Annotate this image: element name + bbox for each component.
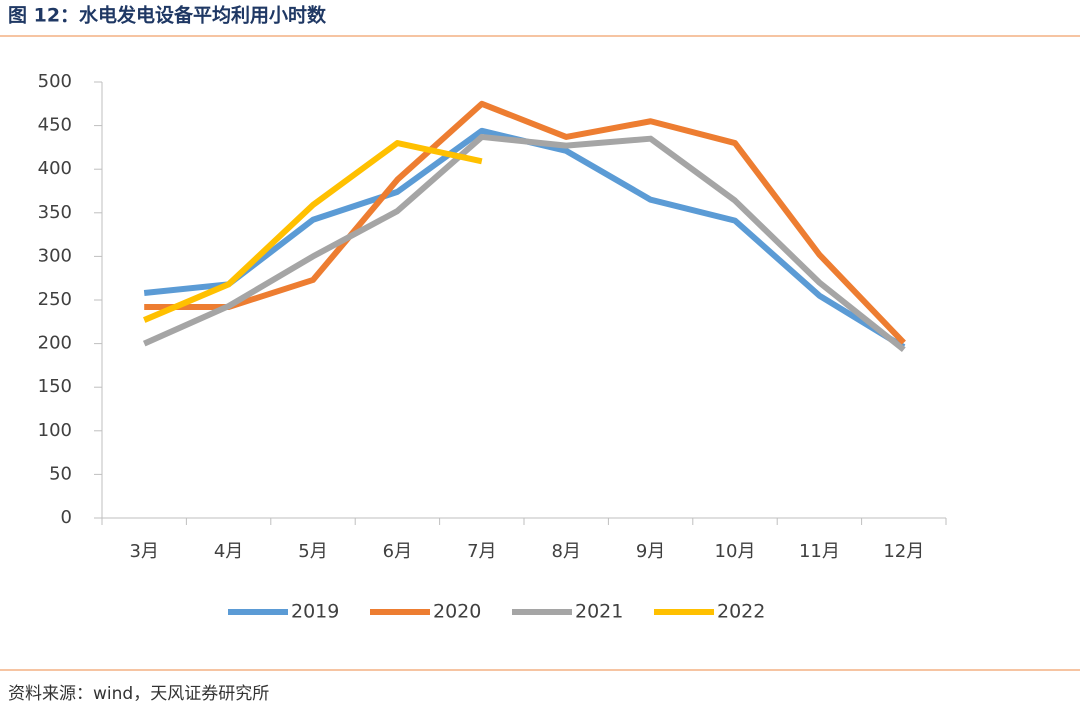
legend-label: 2020	[433, 601, 481, 623]
y-tick-label: 50	[49, 463, 72, 484]
y-tick-label: 500	[38, 71, 72, 92]
chart-title: 图 12：水电发电设备平均利用小时数	[8, 4, 327, 27]
series-line	[143, 140, 483, 323]
x-tick-label: 5月	[298, 541, 327, 562]
x-tick-label: 11月	[799, 541, 840, 562]
series-line	[142, 133, 906, 353]
series-line	[143, 127, 906, 350]
y-tick-label: 250	[38, 289, 72, 310]
y-tick-label: 150	[38, 376, 72, 397]
y-tick-label: 200	[38, 333, 72, 354]
y-tick-label: 0	[61, 507, 72, 528]
x-tick-label: 4月	[214, 541, 243, 562]
y-tick-label: 350	[38, 202, 72, 223]
y-tick-label: 400	[38, 158, 72, 179]
x-tick-label: 10月	[715, 541, 756, 562]
x-tick-label: 7月	[467, 541, 496, 562]
y-tick-label: 300	[38, 245, 72, 266]
source-note: 资料来源：wind，天风证券研究所	[8, 684, 269, 704]
series-line	[144, 100, 906, 345]
x-tick-label: 9月	[636, 541, 665, 562]
x-tick-label: 3月	[129, 541, 158, 562]
legend-label: 2022	[717, 601, 765, 623]
x-tick-label: 6月	[383, 541, 412, 562]
legend-label: 2019	[291, 601, 339, 623]
x-tick-label: 12月	[883, 541, 924, 562]
legend-label: 2021	[575, 601, 623, 623]
x-tick-label: 8月	[551, 541, 580, 562]
y-tick-label: 100	[38, 420, 72, 441]
y-tick-label: 450	[38, 115, 72, 136]
